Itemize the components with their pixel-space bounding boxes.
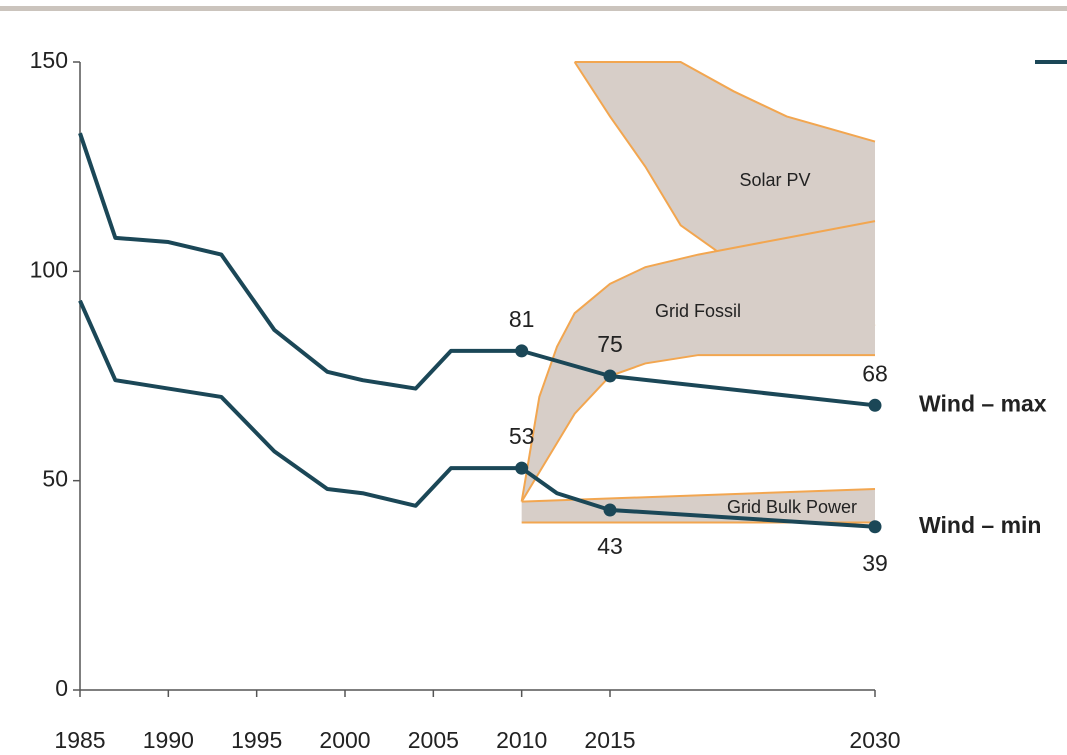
line bbox=[78, 299, 876, 529]
x-tick-label: 1990 bbox=[143, 727, 194, 753]
x-tick-label: 1995 bbox=[231, 727, 282, 753]
point-marker bbox=[868, 398, 882, 412]
x-tick-label: 1985 bbox=[54, 727, 105, 753]
series-label: Wind – max bbox=[919, 390, 1047, 416]
x-tick-label: 2030 bbox=[849, 727, 900, 753]
point-marker bbox=[868, 520, 882, 534]
data-label: 81 bbox=[509, 306, 535, 332]
point-marker bbox=[515, 461, 529, 475]
x-tick-label: 2005 bbox=[408, 727, 459, 753]
data-label: 53 bbox=[509, 423, 535, 449]
data-label: 75 bbox=[597, 331, 623, 357]
y-tick-label: 150 bbox=[30, 47, 68, 73]
line bbox=[78, 132, 876, 408]
y-tick-label: 0 bbox=[55, 675, 68, 701]
data-label: 43 bbox=[597, 533, 623, 559]
point-marker bbox=[603, 503, 617, 517]
point-marker bbox=[603, 369, 617, 383]
band-edge bbox=[574, 61, 876, 143]
top-rule bbox=[0, 6, 1067, 11]
series-label: Wind – min bbox=[919, 512, 1041, 538]
band-area bbox=[521, 221, 875, 502]
x-tick-label: 2010 bbox=[496, 727, 547, 753]
data-label: 39 bbox=[862, 550, 888, 576]
data-label: 68 bbox=[862, 360, 888, 386]
y-tick-label: 100 bbox=[30, 256, 68, 282]
band-label: Solar PV bbox=[739, 170, 810, 190]
band-label: Grid Fossil bbox=[655, 301, 741, 321]
x-tick-label: 2015 bbox=[584, 727, 635, 753]
x-tick-label: 2000 bbox=[319, 727, 370, 753]
band-edge bbox=[520, 220, 876, 502]
band-label: Grid Bulk Power bbox=[727, 497, 857, 517]
point-marker bbox=[515, 344, 529, 358]
y-tick-label: 50 bbox=[42, 466, 68, 492]
